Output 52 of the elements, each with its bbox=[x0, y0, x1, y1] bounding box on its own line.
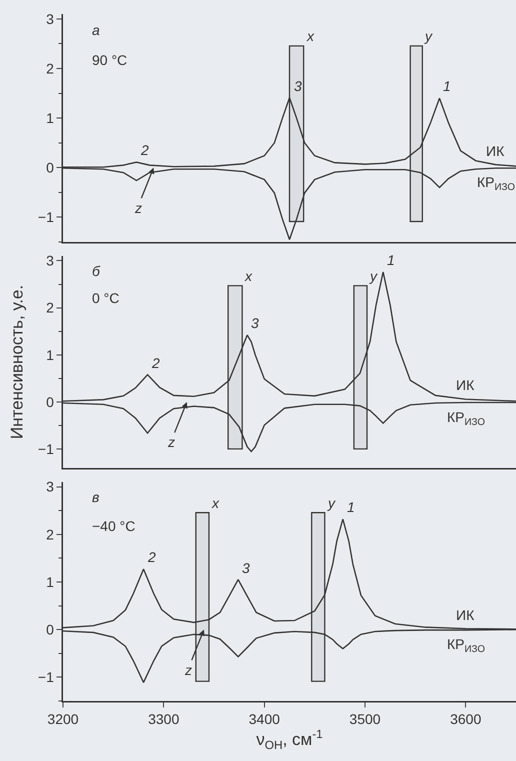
x-axis-title: ν$_{OH}$, см$^{-1}$ bbox=[256, 727, 324, 752]
series-label: ИК bbox=[486, 143, 506, 159]
annotation: z bbox=[167, 434, 175, 450]
x-tick-label: 3300 bbox=[148, 711, 180, 728]
series-label: КР$_{ИЗО}$ bbox=[447, 636, 486, 655]
x-tick-label: 3400 bbox=[248, 711, 280, 728]
x-tick-label: 3500 bbox=[349, 711, 381, 728]
band-label: y bbox=[327, 495, 336, 511]
annotation: в bbox=[92, 489, 100, 505]
y-tick-label: 3 bbox=[46, 10, 54, 27]
y-tick-label: 1 bbox=[46, 346, 54, 363]
y-tick-label: 0 bbox=[46, 160, 54, 176]
band-label: y bbox=[424, 28, 433, 44]
annotation: 0 °C bbox=[92, 290, 120, 306]
band-label: y bbox=[369, 268, 378, 284]
annotation: а bbox=[92, 22, 100, 38]
y-tick-label: 0 bbox=[46, 621, 54, 638]
band-label: x bbox=[211, 495, 220, 511]
band-label: x bbox=[306, 28, 315, 44]
series-label: ИК bbox=[456, 377, 476, 393]
annotation: 2 bbox=[140, 142, 149, 158]
series-label: КР$_{ИЗО}$ bbox=[477, 174, 516, 193]
x-tick-label: 3200 bbox=[47, 711, 79, 728]
y-tick-label: 1 bbox=[46, 110, 54, 126]
series-label: ИК bbox=[456, 607, 476, 623]
y-tick-label: 0 bbox=[46, 394, 54, 410]
y-tick-label: −1 bbox=[38, 209, 54, 226]
x-tick-label: 3600 bbox=[450, 711, 482, 728]
annotation: б bbox=[92, 263, 101, 279]
annotation: 2 bbox=[147, 549, 156, 565]
annotation: 1 bbox=[347, 499, 355, 515]
annotation: 1 bbox=[387, 252, 395, 268]
y-tick-label: −1 bbox=[38, 441, 54, 458]
y-tick-label: 2 bbox=[46, 300, 54, 316]
band-label: x bbox=[244, 268, 253, 284]
annotation: 3 bbox=[242, 560, 250, 576]
y-tick-label: 2 bbox=[46, 60, 54, 76]
annotation: 3 bbox=[294, 78, 302, 94]
series-label: КР$_{ИЗО}$ bbox=[447, 409, 486, 428]
annotation: 1 bbox=[443, 78, 451, 94]
y-tick-label: 1 bbox=[46, 574, 54, 590]
annotation: 3 bbox=[251, 315, 259, 331]
y-tick-label: 3 bbox=[46, 252, 54, 269]
annotation: z bbox=[184, 662, 192, 678]
annotation: 2 bbox=[151, 355, 160, 371]
annotation: 90 °C bbox=[92, 52, 128, 68]
annotation: z bbox=[134, 200, 142, 216]
y-tick-label: −1 bbox=[38, 669, 54, 686]
annotation: −40 °C bbox=[92, 518, 136, 534]
y-axis-title: Интенсивность, у.е. bbox=[8, 284, 27, 440]
y-tick-label: 3 bbox=[46, 478, 54, 495]
y-tick-label: 2 bbox=[46, 526, 54, 542]
